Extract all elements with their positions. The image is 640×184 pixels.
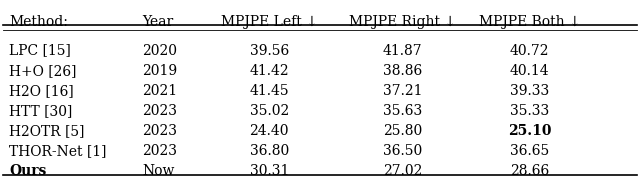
Text: 40.14: 40.14 <box>509 64 549 78</box>
Text: 2023: 2023 <box>142 144 177 158</box>
Text: 30.31: 30.31 <box>250 164 289 178</box>
Text: Method:: Method: <box>9 15 68 29</box>
Text: Ours: Ours <box>9 164 47 178</box>
Text: 35.33: 35.33 <box>509 104 549 118</box>
Text: MPJPE Both ↓: MPJPE Both ↓ <box>479 15 580 29</box>
Text: 2023: 2023 <box>142 104 177 118</box>
Text: 36.80: 36.80 <box>250 144 289 158</box>
Text: 25.10: 25.10 <box>508 124 551 138</box>
Text: H+O [26]: H+O [26] <box>9 64 77 78</box>
Text: 25.80: 25.80 <box>383 124 422 138</box>
Text: H2OTR [5]: H2OTR [5] <box>9 124 84 138</box>
Text: H2O [16]: H2O [16] <box>9 84 74 98</box>
Text: 2019: 2019 <box>142 64 177 78</box>
Text: 2020: 2020 <box>142 44 177 58</box>
Text: 40.72: 40.72 <box>509 44 549 58</box>
Text: MPJPE Right ↓: MPJPE Right ↓ <box>349 15 456 29</box>
Text: 36.50: 36.50 <box>383 144 422 158</box>
Text: 28.66: 28.66 <box>509 164 549 178</box>
Text: MPJPE Left ↓: MPJPE Left ↓ <box>221 15 317 29</box>
Text: 38.86: 38.86 <box>383 64 422 78</box>
Text: Now: Now <box>142 164 175 178</box>
Text: 36.65: 36.65 <box>509 144 549 158</box>
Text: 2023: 2023 <box>142 124 177 138</box>
Text: 41.87: 41.87 <box>383 44 422 58</box>
Text: 24.40: 24.40 <box>250 124 289 138</box>
Text: 2021: 2021 <box>142 84 177 98</box>
Text: 37.21: 37.21 <box>383 84 422 98</box>
Text: 35.02: 35.02 <box>250 104 289 118</box>
Text: 41.45: 41.45 <box>250 84 289 98</box>
Text: 41.42: 41.42 <box>250 64 289 78</box>
Text: 35.63: 35.63 <box>383 104 422 118</box>
Text: 27.02: 27.02 <box>383 164 422 178</box>
Text: 39.56: 39.56 <box>250 44 289 58</box>
Text: Year: Year <box>142 15 173 29</box>
Text: LPC [15]: LPC [15] <box>9 44 71 58</box>
Text: HTT [30]: HTT [30] <box>9 104 72 118</box>
Text: THOR-Net [1]: THOR-Net [1] <box>9 144 107 158</box>
Text: 39.33: 39.33 <box>509 84 549 98</box>
